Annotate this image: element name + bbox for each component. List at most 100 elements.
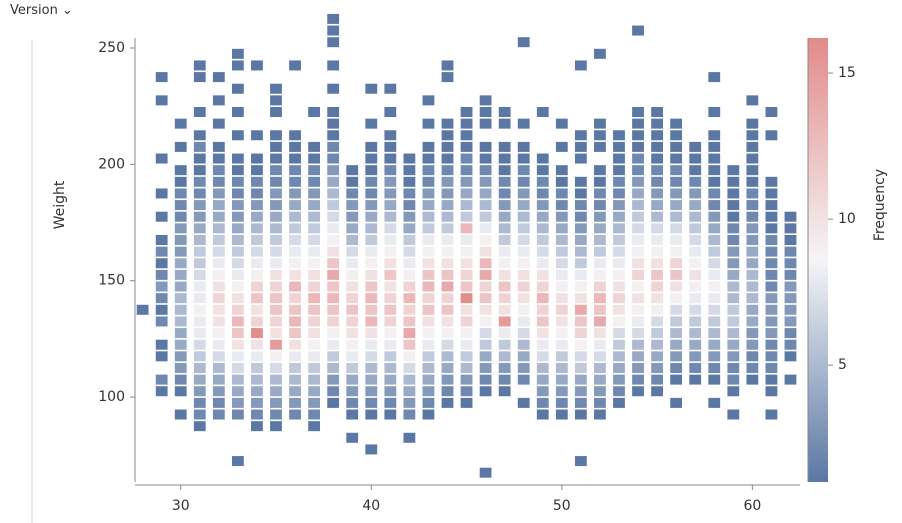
heat-cell <box>403 386 416 397</box>
heat-cell <box>460 130 473 141</box>
heat-cell <box>441 200 454 211</box>
heat-cell <box>574 246 587 257</box>
heat-cell <box>231 456 244 467</box>
heat-cell <box>746 351 759 362</box>
heat-cell <box>479 328 492 339</box>
heat-cell <box>384 293 397 304</box>
heat-cell <box>708 339 721 350</box>
heat-cell <box>651 362 663 373</box>
heat-cell <box>594 200 606 211</box>
heat-cell <box>231 234 244 245</box>
heat-cell <box>574 223 587 234</box>
heat-cell <box>327 141 340 152</box>
heat-cell <box>574 258 587 269</box>
heat-cell <box>555 211 568 222</box>
heat-cell <box>536 153 549 164</box>
heat-cell <box>231 316 244 327</box>
heat-cell <box>441 153 454 164</box>
heat-cell <box>632 130 644 141</box>
heat-cell <box>708 141 721 152</box>
heat-cell <box>365 246 378 257</box>
heat-cell <box>689 211 702 222</box>
heat-cell <box>594 165 606 176</box>
heat-cell <box>212 304 225 315</box>
heat-cell <box>403 200 416 211</box>
heat-cell <box>422 211 435 222</box>
heat-cell <box>365 269 378 280</box>
heat-cell <box>670 211 683 222</box>
heat-cell <box>517 281 530 292</box>
heat-cell <box>251 328 263 339</box>
heat-cell <box>270 374 282 385</box>
heat-cell <box>327 397 340 408</box>
heat-cell <box>460 386 473 397</box>
heat-cell <box>574 456 587 467</box>
heat-cell <box>536 176 549 187</box>
heat-cell <box>727 281 740 292</box>
heat-cell <box>727 269 740 280</box>
heat-cell <box>327 188 340 199</box>
heat-cell <box>231 188 244 199</box>
heat-cell <box>289 269 301 280</box>
heat-cell <box>327 246 340 257</box>
heat-cell <box>365 83 378 94</box>
heat-cell <box>498 362 511 373</box>
heat-cell <box>784 293 797 304</box>
heat-cell <box>251 223 263 234</box>
heat-cell <box>365 362 378 373</box>
heat-cell <box>613 328 625 339</box>
heat-cell <box>251 281 263 292</box>
heat-cell <box>613 304 625 315</box>
heat-cell <box>193 176 206 187</box>
heat-cell <box>174 374 187 385</box>
heat-cell <box>498 339 511 350</box>
heat-cell <box>270 409 282 420</box>
heat-cell <box>251 211 263 222</box>
version-menu[interactable]: Version ⌄ <box>10 3 73 18</box>
heat-cell <box>212 362 225 373</box>
heat-cell <box>594 293 606 304</box>
heat-cell <box>155 188 168 199</box>
heat-cell <box>270 141 282 152</box>
heat-cell <box>403 234 416 245</box>
heat-cell <box>212 328 225 339</box>
heat-cell <box>479 141 492 152</box>
heat-cell <box>403 269 416 280</box>
heat-cell <box>174 316 187 327</box>
heat-cell <box>651 176 663 187</box>
heat-cell <box>517 304 530 315</box>
heat-cell <box>212 211 225 222</box>
heat-cell <box>689 234 702 245</box>
heat-cell <box>231 211 244 222</box>
heat-cell <box>536 246 549 257</box>
x-tick-label: 40 <box>362 498 380 514</box>
heat-cell <box>746 223 759 234</box>
heat-cell <box>517 397 530 408</box>
heat-cell <box>327 176 340 187</box>
heat-cell <box>632 165 644 176</box>
heat-cell <box>346 316 359 327</box>
heat-cell <box>689 269 702 280</box>
heat-cell <box>460 165 473 176</box>
y-tick-label: 100 <box>98 389 125 405</box>
heat-cell <box>784 281 797 292</box>
y-tick-label: 150 <box>98 273 125 289</box>
heat-cell <box>651 200 663 211</box>
heat-cell <box>498 386 511 397</box>
heat-cell <box>403 432 416 443</box>
heat-cell <box>517 176 530 187</box>
heat-cell <box>727 409 740 420</box>
heat-cell <box>727 316 740 327</box>
heat-cell <box>403 316 416 327</box>
heat-cell <box>632 153 644 164</box>
heat-cell <box>327 60 340 71</box>
heat-cell <box>708 397 721 408</box>
heat-cell <box>384 153 397 164</box>
heat-cell <box>403 281 416 292</box>
heat-cell <box>403 397 416 408</box>
heat-cell <box>651 374 663 385</box>
heat-cell <box>212 293 225 304</box>
heat-cell <box>422 281 435 292</box>
heat-cell <box>422 316 435 327</box>
heat-cell <box>613 165 625 176</box>
